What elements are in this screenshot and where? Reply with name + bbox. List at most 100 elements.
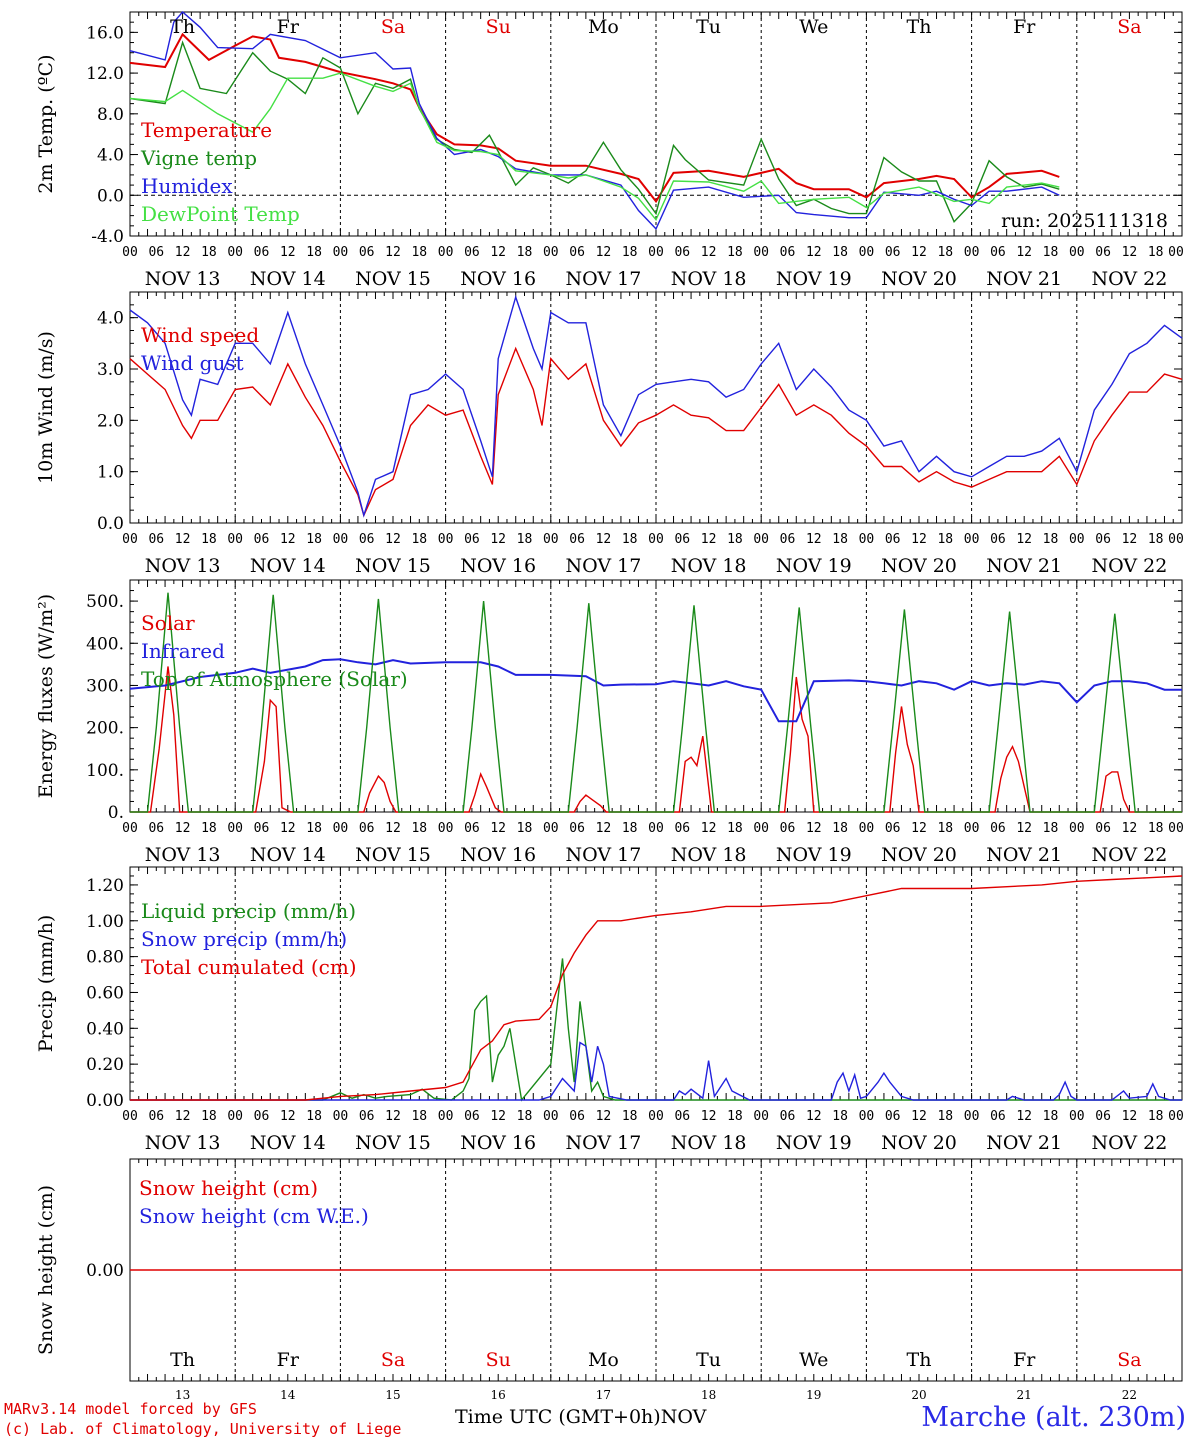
hour-tick-label: 00 bbox=[1168, 821, 1184, 836]
hour-tick-label: 12 bbox=[490, 245, 506, 260]
date-label: NOV 18 bbox=[671, 268, 747, 290]
legend-entry: Wind gust bbox=[141, 351, 244, 375]
panel-5: 0.00 Snow height (cm) Snow height (cm) Snow… bbox=[35, 1158, 1183, 1402]
hour-tick-label: 12 bbox=[175, 821, 191, 836]
hour-tick-label: 12 bbox=[280, 1109, 296, 1124]
hour-tick-label: 18 bbox=[411, 821, 427, 836]
hour-tick-label: 00 bbox=[753, 1109, 769, 1124]
date-label: NOV 15 bbox=[355, 268, 431, 290]
hour-tick-label: 18 bbox=[622, 821, 638, 836]
date-label: NOV 13 bbox=[145, 268, 221, 290]
hour-tick-label: 00 bbox=[964, 532, 980, 547]
hour-tick-label: 18 bbox=[937, 245, 953, 260]
month-label: NOV bbox=[660, 1406, 707, 1428]
hour-tick-label: 06 bbox=[674, 532, 690, 547]
hour-tick-label: 18 bbox=[622, 532, 638, 547]
hour-tick-label: 18 bbox=[727, 532, 743, 547]
date-label: NOV 17 bbox=[565, 268, 641, 290]
y-tick-label: 500. bbox=[86, 592, 124, 612]
weekday-label: Th bbox=[170, 1349, 195, 1371]
hour-tick-label: 06 bbox=[1095, 821, 1111, 836]
hour-tick-label: 00 bbox=[122, 1109, 138, 1124]
hour-tick-label: 00 bbox=[333, 1109, 349, 1124]
y-tick-label: 400. bbox=[86, 634, 124, 654]
date-label: NOV 22 bbox=[1091, 844, 1167, 866]
hour-tick-label: 00 bbox=[333, 532, 349, 547]
hour-tick-label: 00 bbox=[1069, 821, 1085, 836]
date-label: NOV 22 bbox=[1091, 1132, 1167, 1154]
hour-tick-label: 18 bbox=[306, 821, 322, 836]
legend-entry: DewPoint Temp bbox=[141, 202, 300, 226]
hour-tick-label: 18 bbox=[411, 245, 427, 260]
hour-tick-label: 00 bbox=[964, 821, 980, 836]
hour-tick-label: 12 bbox=[385, 1109, 401, 1124]
hour-tick-label: 06 bbox=[885, 1109, 901, 1124]
hour-tick-label: 12 bbox=[1016, 1109, 1032, 1124]
hour-tick-label: 00 bbox=[543, 821, 559, 836]
hour-tick-label: 18 bbox=[622, 245, 638, 260]
date-label: NOV 17 bbox=[565, 555, 641, 577]
weekday-label: We bbox=[799, 1349, 828, 1371]
hour-tick-label: 18 bbox=[517, 821, 533, 836]
date-label: NOV 21 bbox=[986, 268, 1062, 290]
date-label: NOV 16 bbox=[460, 1132, 536, 1154]
hour-tick-label: 12 bbox=[280, 821, 296, 836]
hour-tick-label: 18 bbox=[201, 532, 217, 547]
legend-entry: Liquid precip (mm/h) bbox=[141, 899, 356, 923]
hour-tick-label: 18 bbox=[832, 1109, 848, 1124]
hour-tick-label: 18 bbox=[1148, 245, 1164, 260]
date-label: NOV 21 bbox=[986, 555, 1062, 577]
weekday-label: Fr bbox=[277, 16, 300, 38]
series-line-1 bbox=[130, 958, 1182, 1102]
series-line-3 bbox=[130, 875, 1183, 1101]
station-name: Marche (alt. 230m) bbox=[921, 1402, 1186, 1433]
date-label: NOV 13 bbox=[145, 555, 221, 577]
hour-tick-label: 06 bbox=[780, 1109, 796, 1124]
day-number: 18 bbox=[701, 1388, 716, 1402]
hour-tick-label: 00 bbox=[1168, 532, 1184, 547]
y-tick-label: 200. bbox=[86, 719, 124, 739]
date-label: NOV 20 bbox=[881, 268, 957, 290]
date-label: NOV 15 bbox=[355, 1132, 431, 1154]
hour-tick-label: 00 bbox=[1069, 245, 1085, 260]
hour-tick-label: 06 bbox=[569, 1109, 585, 1124]
weekday-label: Th bbox=[907, 16, 932, 38]
lab-credit: (c) Lab. of Climatology, University of L… bbox=[4, 1420, 402, 1438]
hour-tick-label: 00 bbox=[859, 245, 875, 260]
panel-3: 0. 100. 200. 300. 400. 500. Energy fluxes (W/m… bbox=[35, 579, 1184, 866]
hour-tick-label: 12 bbox=[1122, 1109, 1138, 1124]
hour-tick-label: 12 bbox=[701, 245, 717, 260]
y-tick-label: 4.0 bbox=[97, 146, 124, 166]
hour-tick-label: 00 bbox=[859, 821, 875, 836]
hour-tick-label: 18 bbox=[306, 532, 322, 547]
date-label: NOV 19 bbox=[776, 268, 852, 290]
hour-tick-label: 00 bbox=[333, 245, 349, 260]
hour-tick-label: 00 bbox=[648, 532, 664, 547]
hour-tick-label: 06 bbox=[990, 245, 1006, 260]
y-axis-label: Energy fluxes (W/m²) bbox=[35, 594, 57, 798]
legend-entry: Wind speed bbox=[141, 323, 259, 347]
hour-tick-label: 06 bbox=[1095, 532, 1111, 547]
hour-tick-label: 00 bbox=[753, 821, 769, 836]
y-tick-label: 1.00 bbox=[86, 912, 124, 932]
hour-tick-label: 06 bbox=[359, 245, 375, 260]
series-line-2 bbox=[130, 1041, 1182, 1101]
hour-tick-label: 06 bbox=[1095, 245, 1111, 260]
hour-tick-label: 06 bbox=[464, 1109, 480, 1124]
hour-tick-label: 18 bbox=[622, 1109, 638, 1124]
hour-tick-label: 00 bbox=[227, 821, 243, 836]
hour-tick-label: 12 bbox=[175, 532, 191, 547]
date-label: NOV 19 bbox=[776, 555, 852, 577]
hour-tick-label: 12 bbox=[175, 1109, 191, 1124]
y-tick-label: 0.00 bbox=[86, 1091, 124, 1111]
date-label: NOV 18 bbox=[671, 555, 747, 577]
hour-tick-label: 06 bbox=[569, 532, 585, 547]
weekday-label: Th bbox=[907, 1349, 932, 1371]
hour-tick-label: 18 bbox=[727, 821, 743, 836]
x-axis-label: Time UTC (GMT+0h) bbox=[455, 1406, 661, 1428]
date-label: NOV 21 bbox=[986, 1132, 1062, 1154]
weekday-label: Mo bbox=[588, 16, 619, 38]
y-tick-label: 0.0 bbox=[97, 186, 124, 206]
legend-entry: Top of Atmosphere (Solar) bbox=[141, 667, 408, 691]
hour-tick-label: 00 bbox=[227, 245, 243, 260]
